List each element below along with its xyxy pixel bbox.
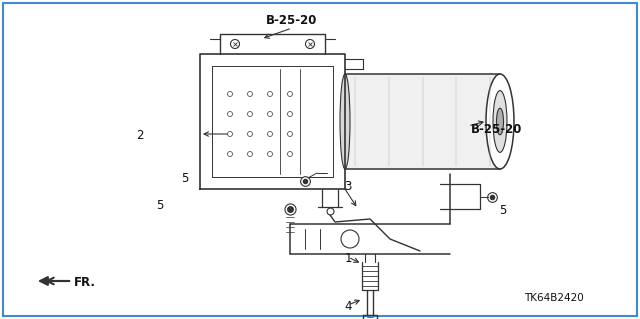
Ellipse shape: [268, 131, 273, 137]
Text: 2: 2: [136, 129, 144, 142]
Bar: [345, 74, 500, 169]
Ellipse shape: [268, 152, 273, 157]
Text: FR.: FR.: [74, 276, 95, 289]
Ellipse shape: [227, 152, 232, 157]
Ellipse shape: [287, 131, 292, 137]
Ellipse shape: [341, 230, 359, 248]
Ellipse shape: [268, 92, 273, 97]
Ellipse shape: [486, 74, 514, 169]
Text: 5: 5: [156, 199, 163, 212]
Ellipse shape: [287, 152, 292, 157]
Text: B-25-20: B-25-20: [266, 14, 317, 27]
Text: B-25-20: B-25-20: [470, 123, 522, 136]
Ellipse shape: [287, 112, 292, 116]
Ellipse shape: [227, 112, 232, 116]
Ellipse shape: [268, 112, 273, 116]
Text: 3: 3: [344, 180, 352, 193]
Text: 5: 5: [181, 172, 189, 185]
Ellipse shape: [248, 112, 253, 116]
Ellipse shape: [493, 91, 507, 152]
Ellipse shape: [340, 74, 350, 169]
Ellipse shape: [287, 92, 292, 97]
Ellipse shape: [227, 92, 232, 97]
Ellipse shape: [248, 92, 253, 97]
Text: TK64B2420: TK64B2420: [524, 293, 584, 303]
Ellipse shape: [230, 40, 239, 48]
Ellipse shape: [248, 131, 253, 137]
Ellipse shape: [305, 40, 314, 48]
Text: 4: 4: [344, 300, 352, 313]
Ellipse shape: [497, 108, 504, 135]
Ellipse shape: [248, 152, 253, 157]
Ellipse shape: [227, 131, 232, 137]
Text: 1: 1: [344, 252, 352, 265]
Text: 5: 5: [499, 204, 507, 217]
